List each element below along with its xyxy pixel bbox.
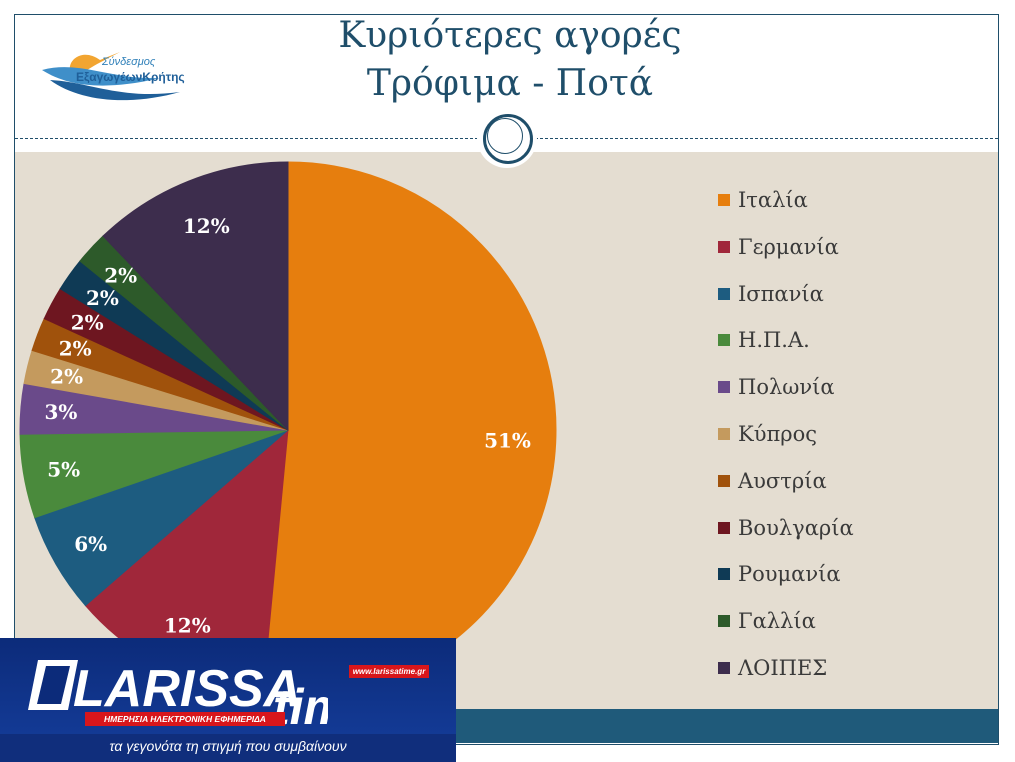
logo-line2: ΕξαγωγέωνΚρήτης	[76, 70, 185, 84]
watermark-strip	[0, 734, 456, 762]
legend-item: Ρουμανία	[718, 559, 841, 589]
legend-item: ΛΟΙΠΕΣ	[718, 653, 827, 683]
legend-label: Κύπρος	[738, 422, 818, 446]
legend-swatch	[718, 474, 730, 487]
legend-label: Βουλγαρία	[738, 515, 854, 540]
legend-item: Κύπρος	[718, 419, 817, 449]
association-logo: Σύνδεσμος ΕξαγωγέωνΚρήτης	[40, 40, 220, 110]
legend-item: Η.Π.Α.	[718, 325, 810, 355]
legend-swatch	[718, 568, 730, 581]
legend-swatch	[718, 194, 730, 206]
legend-item: Αυστρία	[718, 466, 827, 496]
logo-leaf-icon	[42, 52, 180, 101]
slide-title-line1: Κυριότερες αγορές	[338, 15, 682, 56]
logo-line1: Σύνδεσμος	[102, 56, 156, 68]
legend-swatch	[718, 240, 730, 253]
slide-frame	[14, 14, 999, 745]
larissatime-logo-mark: LARISSA time	[28, 660, 328, 728]
legend-item: Ισπανία	[718, 279, 824, 309]
brand-text: LARISSA	[73, 660, 301, 718]
watermark-subtitle: ΗΜΕΡΗΣΙΑ ΗΛΕΚΤΡΟΝΙΚΗ ΕΦΗΜΕΡΙΔΑ	[85, 712, 285, 726]
legend-swatch	[718, 615, 730, 628]
divider-circle-badge	[477, 108, 537, 168]
legend-item: Πολωνία	[718, 372, 835, 402]
legend-swatch	[718, 287, 730, 300]
pie-data-label-4: 5%	[47, 458, 80, 482]
pie-data-label-10: 2%	[104, 263, 137, 287]
legend-label: Γαλλία	[738, 609, 816, 634]
watermark-tagline: τα γεγονότα τη στιγμή που συμβαίνουν	[109, 738, 347, 754]
legend-label: Αυστρία	[738, 468, 827, 493]
slide-title: Κυριότερες αγορές Τρόφιμα - Ποτά	[210, 12, 810, 108]
legend-item: Γερμανία	[718, 232, 839, 262]
legend-item: Γαλλία	[718, 606, 816, 636]
pie-data-label-1: 51%	[484, 428, 531, 452]
pie-data-label-7: 2%	[59, 337, 92, 361]
watermark-url: www.larissatime.gr	[349, 665, 429, 678]
legend-item: Ιταλία	[718, 185, 808, 215]
pie-slice-11	[102, 161, 289, 432]
legend-swatch	[718, 521, 730, 534]
legend-label: Ιταλία	[738, 188, 808, 212]
pie-data-label-9: 2%	[86, 286, 119, 310]
pie-data-label-6: 2%	[50, 364, 83, 388]
legend-label: ΛΟΙΠΕΣ	[738, 656, 828, 680]
legend-label: Γερμανία	[738, 234, 839, 259]
pie-data-label-2: 12%	[164, 613, 211, 637]
pie-data-label-11: 12%	[183, 214, 230, 238]
pie-data-label-5: 3%	[44, 400, 77, 424]
legend-swatch	[718, 381, 730, 394]
slide-title-line2: Τρόφιμα - Ποτά	[366, 63, 654, 104]
legend-swatch	[718, 428, 730, 440]
legend-swatch	[718, 662, 730, 674]
larissatime-watermark: LARISSA time www.larissatime.gr ΗΜΕΡΗΣΙΑ…	[0, 638, 456, 762]
legend-item: Βουλγαρία	[718, 513, 854, 543]
pie-data-label-3: 6%	[74, 532, 107, 556]
legend-label: Η.Π.Α.	[738, 328, 810, 353]
legend-label: Ισπανία	[738, 281, 824, 306]
pie-data-label-8: 2%	[71, 310, 104, 334]
legend-swatch	[718, 334, 730, 347]
legend-label: Ρουμανία	[738, 562, 841, 587]
legend-label: Πολωνία	[738, 375, 835, 400]
